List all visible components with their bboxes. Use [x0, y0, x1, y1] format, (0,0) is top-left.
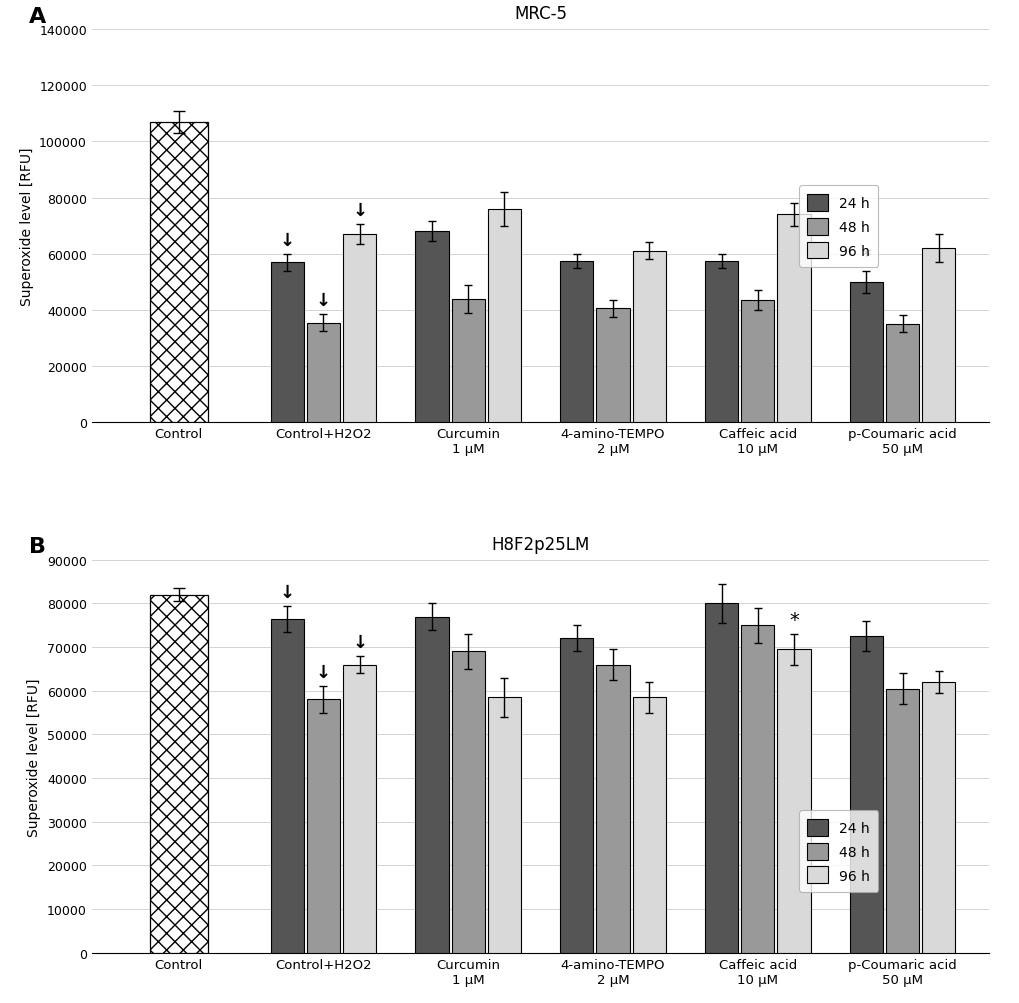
- Bar: [741, 301, 773, 422]
- Text: *: *: [789, 610, 798, 629]
- Text: ↓: ↓: [352, 202, 367, 220]
- Bar: [307, 323, 339, 422]
- Bar: [776, 650, 810, 953]
- Bar: [849, 637, 882, 953]
- Bar: [886, 325, 918, 422]
- Bar: [150, 595, 208, 953]
- Bar: [921, 249, 955, 422]
- Bar: [342, 235, 376, 422]
- Text: A: A: [29, 7, 46, 26]
- Bar: [342, 665, 376, 953]
- Bar: [921, 682, 955, 953]
- Bar: [150, 122, 208, 422]
- Bar: [270, 263, 304, 422]
- Bar: [632, 252, 665, 422]
- Bar: [270, 619, 304, 953]
- Bar: [704, 604, 738, 953]
- Title: MRC-5: MRC-5: [514, 5, 567, 23]
- Text: ↓: ↓: [352, 633, 367, 651]
- Bar: [415, 232, 448, 422]
- Bar: [451, 652, 484, 953]
- Bar: [596, 665, 629, 953]
- Text: B: B: [29, 537, 46, 557]
- Text: ↓: ↓: [279, 583, 294, 601]
- Text: *: *: [861, 247, 870, 266]
- Bar: [451, 299, 484, 422]
- Text: ↓: ↓: [279, 232, 294, 250]
- Bar: [559, 262, 593, 422]
- Bar: [559, 639, 593, 953]
- Bar: [487, 698, 521, 953]
- Legend: 24 h, 48 h, 96 h: 24 h, 48 h, 96 h: [798, 187, 877, 268]
- Y-axis label: Superoxide level [RFU]: Superoxide level [RFU]: [28, 677, 42, 835]
- Bar: [849, 283, 882, 422]
- Bar: [415, 617, 448, 953]
- Y-axis label: Superoxide level [RFU]: Superoxide level [RFU]: [19, 147, 34, 306]
- Legend: 24 h, 48 h, 96 h: 24 h, 48 h, 96 h: [798, 810, 877, 892]
- Bar: [632, 698, 665, 953]
- Bar: [741, 626, 773, 953]
- Bar: [307, 700, 339, 953]
- Bar: [704, 262, 738, 422]
- Text: ↓: ↓: [316, 292, 331, 310]
- Bar: [776, 216, 810, 422]
- Bar: [886, 689, 918, 953]
- Bar: [596, 309, 629, 422]
- Bar: [487, 210, 521, 422]
- Text: ↓: ↓: [316, 664, 331, 682]
- Title: H8F2p25LM: H8F2p25LM: [491, 535, 589, 553]
